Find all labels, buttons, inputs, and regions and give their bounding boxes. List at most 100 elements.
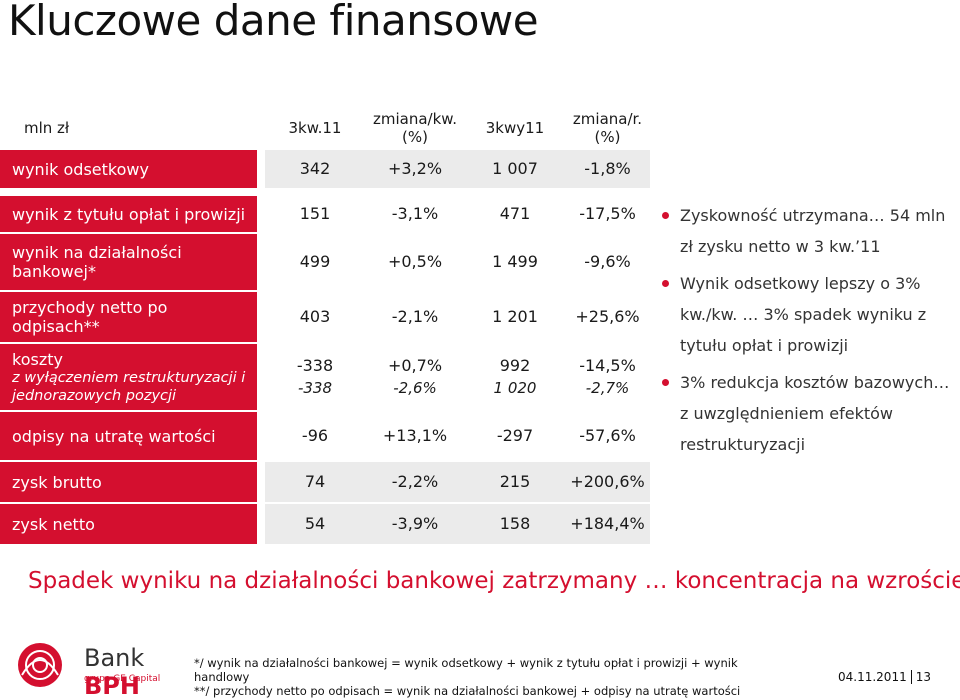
logo-bank-text: Bank	[84, 644, 145, 672]
col-header-text: (%)	[594, 128, 621, 146]
slide-date: 04.11.2011 13	[838, 670, 931, 684]
table-row: zysk brutto 74 -2,2% 215 +200,6%	[0, 462, 650, 502]
logo-brand-text: BPH	[84, 672, 140, 700]
table-row: wynik odsetkowy 342 +3,2% 1 007 -1,8%	[0, 150, 650, 188]
date-text: 04.11.2011	[838, 670, 907, 684]
col-header-text: 3kwy11	[485, 119, 545, 137]
cell-value: -3,1%	[391, 204, 439, 223]
cell-value: 1 201	[492, 307, 538, 326]
logo-text: Bank BPH	[84, 644, 190, 700]
cell-value: 403	[299, 307, 331, 326]
table-row: wynik na działalności bankowej* 499 +0,5…	[0, 234, 650, 290]
headline: Spadek wyniku na działalności bankowej z…	[28, 568, 960, 594]
row-values: 342 +3,2% 1 007 -1,8%	[265, 150, 650, 188]
cell-value-main: 992	[499, 356, 531, 375]
row-values: -338 -338 +0,7% -2,6% 992 1 020 -14,5% -…	[265, 344, 650, 410]
row-values: 499 +0,5% 1 499 -9,6%	[265, 234, 650, 290]
col-header-text: zmiana/r.	[572, 110, 643, 128]
footnotes: */ wynik na działalności bankowej = wyni…	[194, 656, 754, 698]
cell-value: -297	[496, 426, 534, 445]
cell-value: 215	[499, 472, 531, 491]
cell-value: +3,2%	[387, 159, 443, 178]
cell-value: 54	[304, 514, 326, 533]
key-points-list: Zyskowność utrzymana… 54 mln zł zysku ne…	[658, 200, 958, 466]
cell-value: +0,7% -2,6%	[365, 344, 465, 410]
col-header-3kwy11: 3kwy11	[465, 102, 565, 154]
row-label-text: odpisy na utratę wartości	[12, 426, 216, 446]
col-header-text: (%)	[402, 128, 428, 146]
row-values: 54 -3,9% 158 +184,4%	[265, 504, 650, 544]
cell-value: -338 -338	[265, 344, 365, 410]
table-row: wynik z tytułu opłat i prowizji 151 -3,1…	[0, 196, 650, 232]
cell-value: -96	[301, 426, 329, 445]
cell-value: -17,5%	[579, 204, 636, 223]
cell-value: +25,6%	[575, 307, 640, 326]
cell-value: +200,6%	[570, 472, 645, 491]
table-row: koszty z wyłączeniem restrukturyzacji i …	[0, 344, 650, 410]
col-header-text: zmiana/kw.	[373, 110, 457, 128]
row-label: koszty z wyłączeniem restrukturyzacji i …	[0, 344, 257, 410]
col-header-change-yy: zmiana/r. (%)	[565, 102, 650, 154]
cell-value: -1,8%	[584, 159, 631, 178]
cell-value: -2,2%	[391, 472, 439, 491]
list-item: Wynik odsetkowy lepszy o 3% kw./kw. … 3%…	[658, 268, 958, 361]
cell-value: 499	[299, 252, 331, 271]
cell-value: 151	[299, 204, 331, 223]
cell-value: -2,1%	[391, 307, 439, 326]
row-label-text: wynik z tytułu opłat i prowizji	[12, 204, 246, 224]
row-label-text: wynik na działalności bankowej*	[12, 243, 182, 281]
cell-value: 471	[499, 204, 531, 223]
cell-value-main: +0,7%	[387, 356, 443, 375]
cell-value-main: -338	[296, 356, 334, 375]
cell-value: -9,6%	[584, 252, 631, 271]
row-label-text: wynik odsetkowy	[12, 159, 149, 179]
col-header-text: 3kw.11	[288, 119, 342, 137]
list-item: Zyskowność utrzymana… 54 mln zł zysku ne…	[658, 200, 958, 262]
cell-value: 342	[299, 159, 331, 178]
row-label: przychody netto po odpisach**	[0, 292, 257, 342]
cell-value-main: -14,5%	[579, 356, 636, 375]
unit-label: mln zł	[24, 119, 70, 137]
row-label: zysk brutto	[0, 462, 257, 502]
row-label-text: zysk brutto	[12, 472, 102, 492]
row-label: odpisy na utratę wartości	[0, 412, 257, 460]
row-label-text: koszty	[12, 349, 63, 369]
row-sublabel-text: z wyłączeniem restrukturyzacji i jednora…	[12, 369, 246, 404]
list-item: 3% redukcja kosztów bazowych… z uwzględn…	[658, 367, 958, 460]
cell-value: +13,1%	[382, 426, 448, 445]
row-label-text: zysk netto	[12, 514, 95, 534]
cell-value: 158	[499, 514, 531, 533]
footnote: */ wynik na działalności bankowej = wyni…	[194, 656, 738, 684]
row-label: wynik na działalności bankowej*	[0, 234, 257, 290]
cell-value-adjusted: 1 020	[493, 379, 537, 397]
col-header-change-qq: zmiana/kw. (%)	[365, 102, 465, 154]
cell-value: 1 007	[492, 159, 538, 178]
cell-value-adjusted: -2,6%	[393, 379, 437, 397]
row-values: 151 -3,1% 471 -17,5%	[265, 196, 650, 232]
table-row: przychody netto po odpisach** 403 -2,1% …	[0, 292, 650, 342]
row-values: -96 +13,1% -297 -57,6%	[265, 412, 650, 460]
cell-value: 992 1 020	[465, 344, 565, 410]
row-values: 403 -2,1% 1 201 +25,6%	[265, 292, 650, 342]
col-header-3kw11: 3kw.11	[265, 102, 365, 154]
cell-value-adjusted: -338	[297, 379, 333, 397]
footnote: **/ przychody netto po odpisach = wynik …	[194, 684, 741, 698]
cell-value: +184,4%	[570, 514, 645, 533]
table-row: zysk netto 54 -3,9% 158 +184,4%	[0, 504, 650, 544]
cell-value: -14,5% -2,7%	[565, 344, 650, 410]
page-title: Kluczowe dane finansowe	[8, 0, 539, 45]
cell-value: 74	[304, 472, 326, 491]
logo-icon	[18, 643, 62, 687]
page-number: 13	[910, 670, 931, 684]
row-label-text: przychody netto po odpisach**	[12, 298, 168, 336]
cell-value: +0,5%	[387, 252, 443, 271]
cell-value: -57,6%	[579, 426, 636, 445]
row-label: wynik odsetkowy	[0, 150, 257, 188]
row-values: 74 -2,2% 215 +200,6%	[265, 462, 650, 502]
table-header: mln zł 3kw.11 zmiana/kw. (%) 3kwy11 zmia…	[0, 102, 650, 154]
cell-value: 1 499	[492, 252, 538, 271]
row-label: zysk netto	[0, 504, 257, 544]
bank-bph-logo: Bank BPH grupa GE Capital	[10, 640, 190, 700]
logo-subtext: grupa GE Capital	[84, 674, 161, 684]
table-row: odpisy na utratę wartości -96 +13,1% -29…	[0, 412, 650, 460]
